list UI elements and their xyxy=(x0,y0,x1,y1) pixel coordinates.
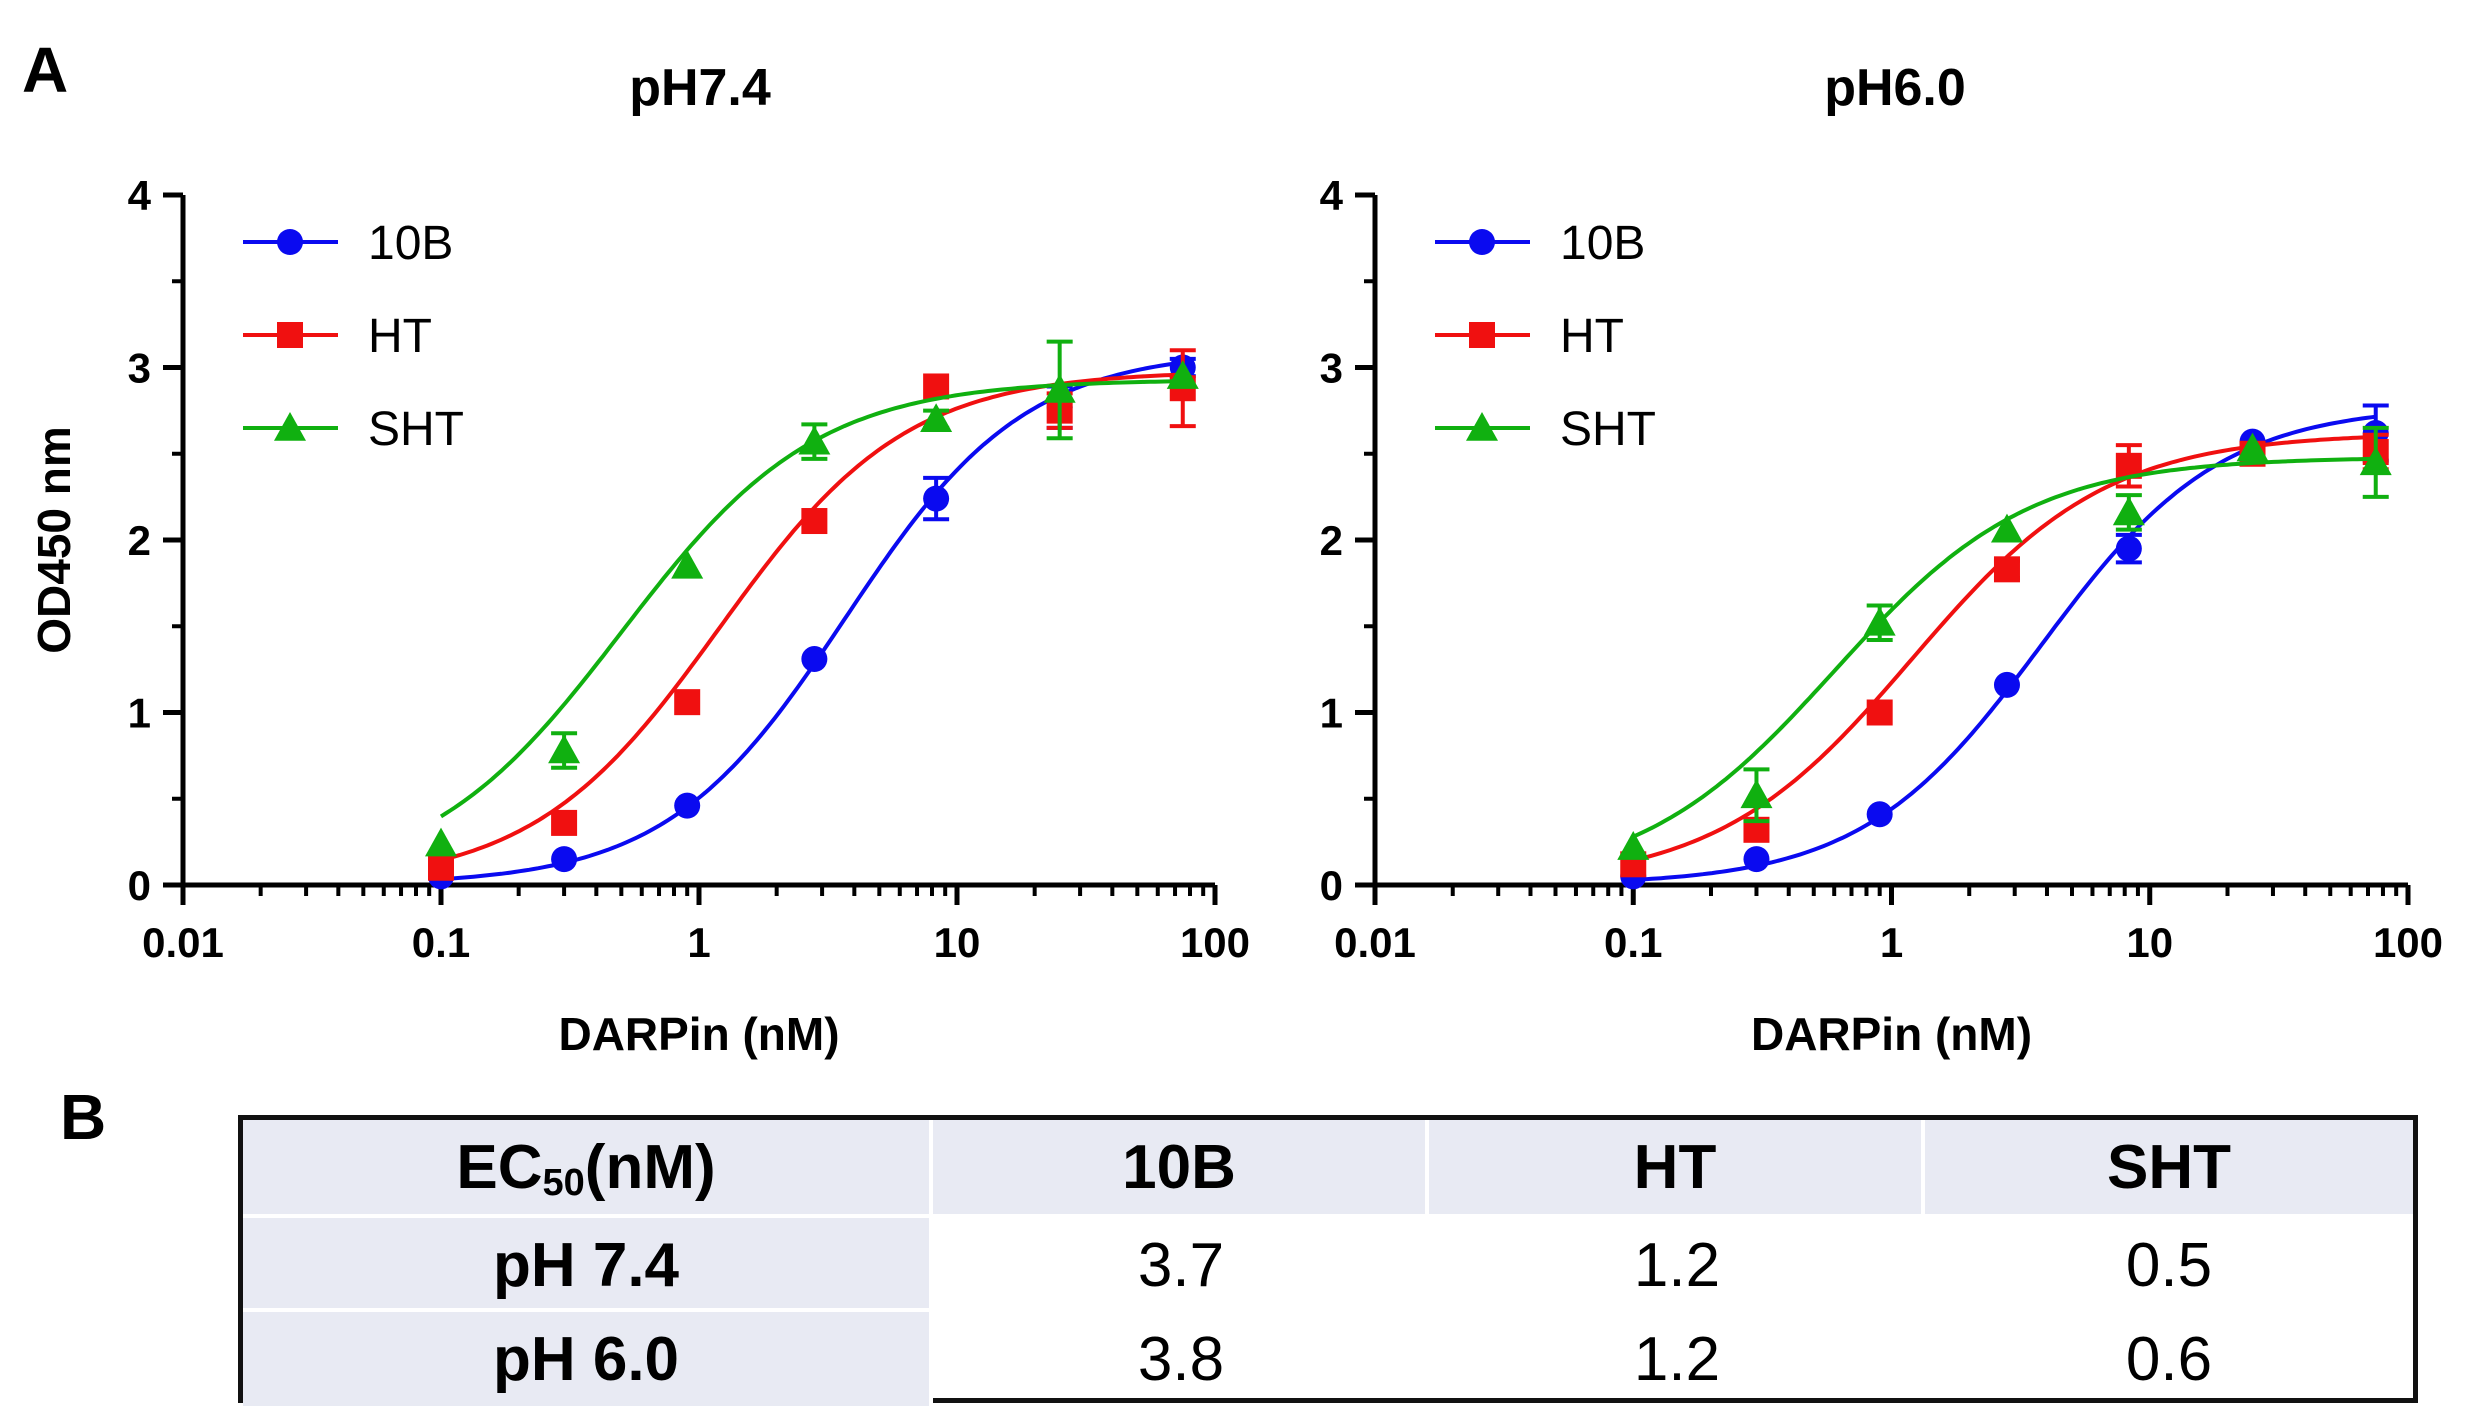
ec50-subscript: 50 xyxy=(542,1161,585,1204)
legend-marker-sht xyxy=(274,412,306,441)
table-header-ht: HT xyxy=(1429,1120,1925,1214)
data-point-ht xyxy=(923,373,950,400)
table-row: pH 6.0 3.8 1.2 0.6 xyxy=(243,1308,2413,1406)
row-label-ph60: pH 6.0 xyxy=(243,1312,933,1406)
row-label-ph74: pH 7.4 xyxy=(243,1218,933,1312)
data-point-10b xyxy=(551,846,578,873)
x-tick-label: 1 xyxy=(1880,919,1903,966)
cell-ph60-10b: 3.8 xyxy=(1137,1324,1225,1394)
y-tick-label: 2 xyxy=(1320,517,1343,564)
data-point-sht xyxy=(920,403,953,433)
cell-ph74-sht: 0.5 xyxy=(2125,1230,2213,1300)
data-point-ht xyxy=(1993,556,2020,583)
data-point-ht xyxy=(674,689,701,716)
y-tick-label: 3 xyxy=(1320,345,1343,392)
legend-label-10b: 10B xyxy=(368,217,453,270)
legend-label-sht: SHT xyxy=(368,403,464,456)
fit-curve-sht xyxy=(1632,456,2376,839)
data-point-ht xyxy=(1866,699,1893,726)
data-point-sht xyxy=(1043,373,1076,403)
data-point-sht xyxy=(2236,432,2269,462)
data-point-10b xyxy=(674,792,701,819)
cell-ph74-10b: 3.7 xyxy=(1137,1230,1225,1300)
table-header-sht: SHT xyxy=(1925,1120,2413,1214)
fit-curve-10b xyxy=(1633,414,2376,882)
x-axis-label: DARPin (nM) xyxy=(558,1008,839,1060)
legend-marker-ht xyxy=(1469,322,1495,348)
data-point-sht xyxy=(1166,360,1199,389)
data-point-10b xyxy=(1866,801,1893,828)
x-tick-label: 1 xyxy=(687,919,710,966)
x-tick-label: 10 xyxy=(934,919,981,966)
ec50-unit: (nM) xyxy=(584,1132,716,1202)
data-point-sht xyxy=(1740,779,1773,809)
table-header-10b: 10B xyxy=(933,1120,1429,1214)
table-header-ec50: EC 50 (nM) xyxy=(243,1120,933,1214)
data-point-sht xyxy=(2359,446,2392,476)
chart-ph7-4: pH7.4 0.01 0.1 1 10 100 0 1 2 3 4 DARPin (nM) OD450 … xyxy=(28,59,1250,1060)
cell-ph60-sht: 0.6 xyxy=(2125,1324,2213,1394)
data-point-ht xyxy=(801,508,828,535)
y-tick-label: 4 xyxy=(128,172,152,219)
legend-label-sht: SHT xyxy=(1560,403,1656,456)
cell-ph74-ht: 1.2 xyxy=(1633,1230,1721,1300)
chart-ph6-0: pH6.0 0.01 0.1 1 10 100 0 1 2 3 4 DARPin (nM) 10B HT S… xyxy=(1320,59,2443,1060)
data-point-sht xyxy=(1617,831,1650,860)
data-point-10b xyxy=(923,485,950,512)
legend-marker-10b xyxy=(1469,229,1495,255)
x-tick-label: 0.1 xyxy=(1604,919,1662,966)
data-point-10b xyxy=(1993,671,2020,698)
table-header-row: EC 50 (nM) 10B HT SHT xyxy=(243,1120,2413,1214)
ec50-table: EC 50 (nM) 10B HT SHT pH 7.4 3.7 1.2 0.5 … xyxy=(238,1115,2418,1406)
chart-title: pH6.0 xyxy=(1824,59,1966,117)
legend-marker-sht xyxy=(1466,412,1498,441)
panel-label-b: B xyxy=(60,1081,107,1153)
legend-label-ht: HT xyxy=(368,310,432,363)
y-tick-label: 4 xyxy=(1320,172,1344,219)
panel-label-a: A xyxy=(22,34,68,106)
legend-label-ht: HT xyxy=(1560,310,1624,363)
y-tick-label: 3 xyxy=(128,345,151,392)
x-tick-label: 100 xyxy=(2373,919,2443,966)
legend-marker-10b xyxy=(277,229,303,255)
cell-ph60-ht: 1.2 xyxy=(1633,1324,1721,1394)
legend-marker-ht xyxy=(277,322,303,348)
ec50-label: EC xyxy=(456,1132,543,1202)
y-tick-label: 2 xyxy=(128,517,151,564)
data-point-sht xyxy=(425,827,457,857)
chart-title: pH7.4 xyxy=(629,59,771,117)
y-tick-label: 0 xyxy=(128,862,151,909)
data-point-ht xyxy=(428,854,454,881)
data-point-10b xyxy=(1743,846,1770,873)
data-point-sht xyxy=(1863,606,1896,636)
fit-curve-ht xyxy=(1632,434,2376,863)
legend-label-10b: 10B xyxy=(1560,217,1645,270)
y-tick-label: 1 xyxy=(128,690,151,737)
y-tick-label: 0 xyxy=(1320,862,1343,909)
data-point-10b xyxy=(801,646,828,673)
x-axis-label: DARPin (nM) xyxy=(1751,1008,2032,1060)
x-tick-label: 0.01 xyxy=(1334,919,1416,966)
data-point-sht xyxy=(798,425,831,455)
x-tick-label: 0.1 xyxy=(412,919,470,966)
data-point-sht xyxy=(2112,496,2145,526)
data-point-10b xyxy=(2115,535,2142,562)
y-axis-label: OD450 nm xyxy=(28,426,80,654)
data-point-ht xyxy=(551,809,578,836)
data-point-sht xyxy=(671,549,704,579)
data-point-sht xyxy=(548,734,581,764)
y-tick-label: 1 xyxy=(1320,690,1343,737)
x-tick-label: 0.01 xyxy=(142,919,224,966)
x-tick-label: 10 xyxy=(2126,919,2173,966)
x-tick-label: 100 xyxy=(1180,919,1250,966)
data-point-sht xyxy=(1990,513,2023,543)
table-row: pH 7.4 3.7 1.2 0.5 xyxy=(243,1214,2413,1312)
